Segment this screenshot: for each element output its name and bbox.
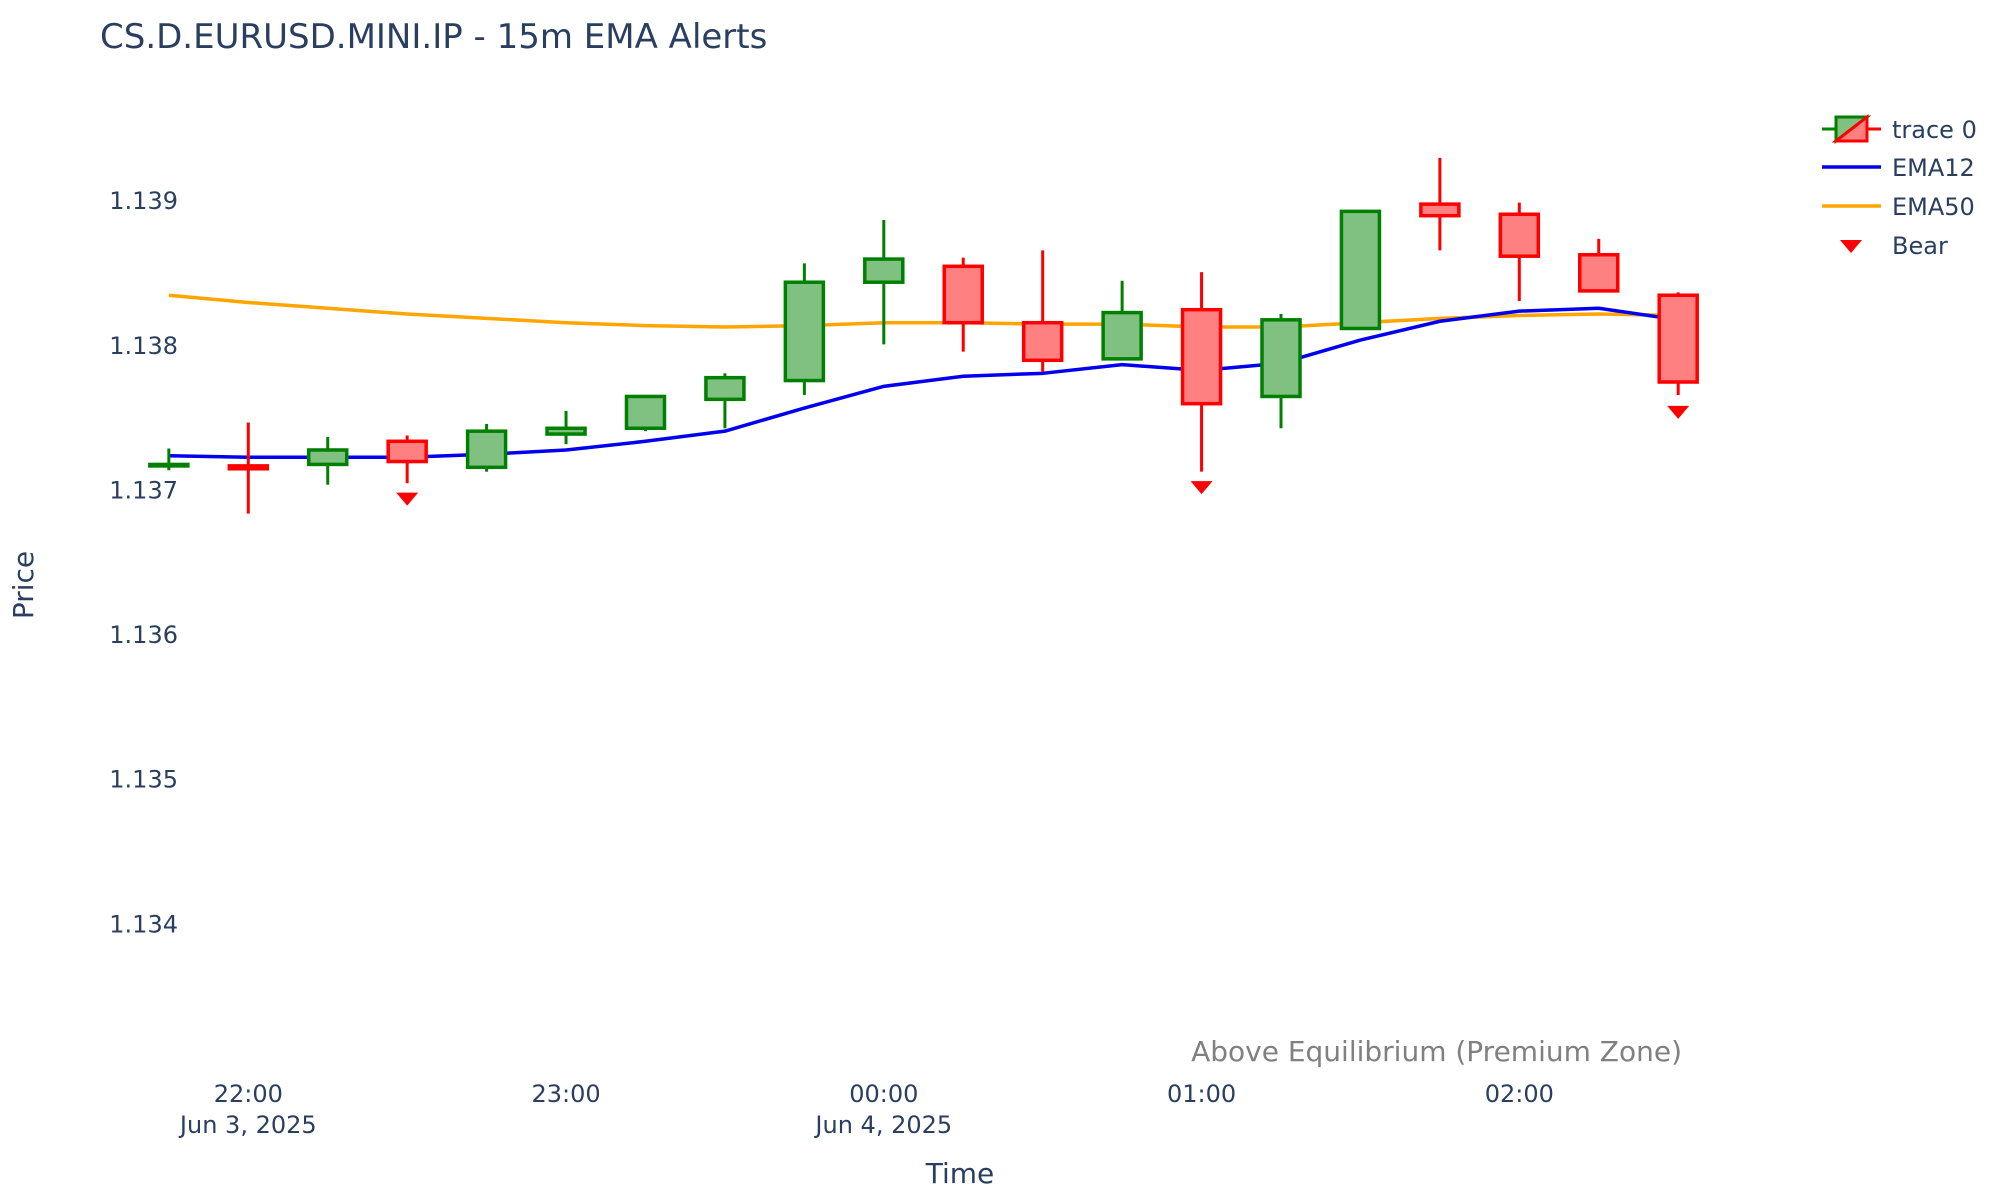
candle-decreasing <box>227 422 270 514</box>
candle-body <box>1498 212 1541 258</box>
ema50-layer <box>168 293 1679 329</box>
legend-item-bear[interactable]: Bear <box>1840 232 1948 260</box>
candle-body <box>1419 202 1461 218</box>
candle-increasing <box>148 448 190 471</box>
y-tick-label: 1.136 <box>109 621 178 649</box>
candle-decreasing <box>1657 292 1699 396</box>
candle-increasing <box>624 394 667 432</box>
candle-increasing <box>465 423 508 472</box>
legend-candle-decreasing-box <box>1831 113 1869 143</box>
x-axis-title: Time <box>925 1157 995 1190</box>
candle-body <box>1578 252 1620 293</box>
legend-item-ema50[interactable]: EMA50 <box>1822 193 1975 221</box>
candle-body <box>1021 320 1064 363</box>
y-tick-label: 1.138 <box>109 332 178 360</box>
x-tick-label: 23:00 <box>531 1080 600 1108</box>
candle-increasing <box>1260 314 1302 429</box>
legend-item-ema12[interactable]: EMA12 <box>1822 154 1975 182</box>
legend-label-trace-0: trace 0 <box>1892 116 1977 144</box>
y-axis-ticks: 1.134 1.135 1.136 1.137 1.138 1.139 <box>109 187 178 938</box>
candle-body <box>1180 307 1223 406</box>
x-tick-label: 00:00 <box>849 1080 918 1108</box>
bear-markers-layer <box>396 405 1690 506</box>
candle-decreasing <box>1021 250 1064 372</box>
candle-body <box>227 464 270 471</box>
candle-body <box>1657 293 1699 384</box>
candle-body <box>1339 209 1382 331</box>
y-axis-title: Price <box>7 551 40 619</box>
bear-marker <box>1667 405 1690 419</box>
candle-decreasing <box>1419 157 1461 251</box>
premium-zone-annotation: Above Equilibrium (Premium Zone) <box>1191 1035 1682 1068</box>
legend-item-trace-0[interactable]: trace 0 <box>1822 113 1977 145</box>
candle-body <box>704 375 746 402</box>
candle-decreasing <box>386 435 428 484</box>
candle-increasing <box>306 436 349 485</box>
candle-decreasing <box>1498 202 1541 302</box>
y-tick-label: 1.137 <box>109 476 178 504</box>
x-tick-date-label: Jun 4, 2025 <box>813 1111 952 1139</box>
candle-body <box>545 426 587 436</box>
bear-marker <box>1190 481 1213 495</box>
candle-body <box>783 280 826 383</box>
candle-body <box>386 439 428 464</box>
x-tick-date-label: Jun 3, 2025 <box>178 1111 317 1139</box>
y-tick-label: 1.139 <box>109 187 178 215</box>
candles-layer <box>148 157 1699 514</box>
candle-decreasing <box>942 257 984 352</box>
candle-body <box>1260 318 1302 399</box>
legend-label-ema12: EMA12 <box>1892 154 1975 182</box>
ema50-line <box>168 293 1679 329</box>
candle-increasing <box>704 373 746 429</box>
x-axis-ticks: 22:00 Jun 3, 2025 23:00 00:00 Jun 4, 2025 01:… <box>178 1080 1554 1139</box>
x-tick-label: 02:00 <box>1485 1080 1554 1108</box>
candle-increasing <box>783 263 826 396</box>
candle-body <box>863 257 905 284</box>
candle-body <box>942 264 984 325</box>
y-tick-label: 1.134 <box>109 910 178 938</box>
x-tick-label: 01:00 <box>1167 1080 1236 1108</box>
candle-increasing <box>1101 280 1143 361</box>
chart-title: CS.D.EURUSD.MINI.IP - 15m EMA Alerts <box>100 17 767 57</box>
candle-increasing <box>545 410 587 445</box>
candle-increasing <box>1339 209 1382 331</box>
bear-marker <box>396 492 419 506</box>
legend-bear-triangle-icon <box>1840 240 1862 253</box>
legend-label-bear: Bear <box>1892 232 1948 260</box>
candle-body <box>148 462 190 468</box>
candle-body <box>624 394 667 431</box>
legend-label-ema50: EMA50 <box>1892 193 1975 221</box>
candle-decreasing <box>1180 272 1223 472</box>
x-tick-label: 22:00 <box>214 1080 283 1108</box>
y-tick-label: 1.135 <box>109 766 178 794</box>
candle-body <box>306 448 349 467</box>
legend[interactable]: trace 0 EMA12 EMA50 Bear <box>1822 113 1977 260</box>
candle-increasing <box>863 220 905 345</box>
candle-body <box>465 429 508 470</box>
candle-body <box>1101 310 1143 361</box>
candle-decreasing <box>1578 238 1620 293</box>
